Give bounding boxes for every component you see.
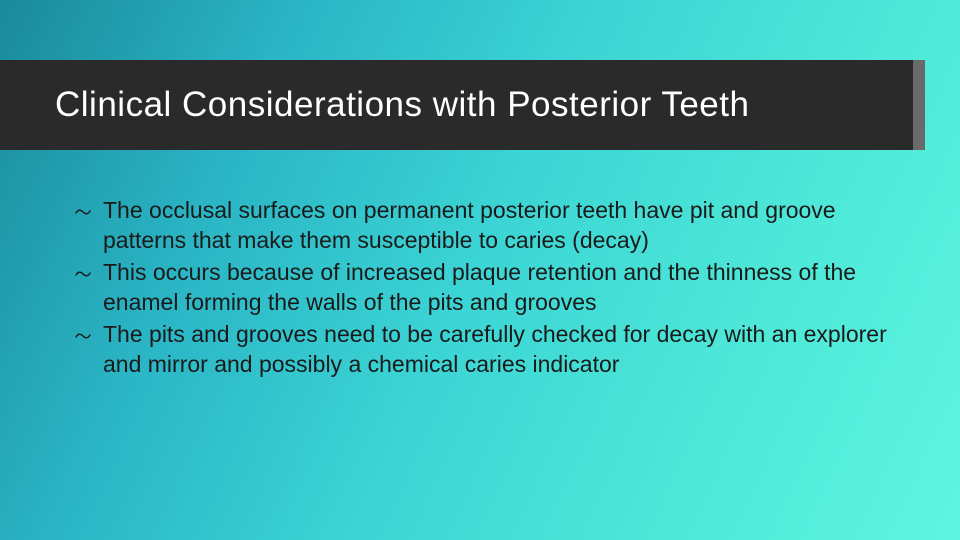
bullet-text: The pits and grooves need to be carefull… bbox=[103, 319, 895, 379]
list-item: This occurs because of increased plaque … bbox=[75, 257, 895, 317]
bullet-icon bbox=[75, 195, 103, 227]
list-item: The occlusal surfaces on permanent poste… bbox=[75, 195, 895, 255]
bullet-text: The occlusal surfaces on permanent poste… bbox=[103, 195, 895, 255]
bullet-icon bbox=[75, 257, 103, 289]
slide-title: Clinical Considerations with Posterior T… bbox=[55, 85, 749, 125]
bullet-text: This occurs because of increased plaque … bbox=[103, 257, 895, 317]
slide-body: The occlusal surfaces on permanent poste… bbox=[75, 195, 895, 381]
title-bar: Clinical Considerations with Posterior T… bbox=[0, 60, 925, 150]
bullet-icon bbox=[75, 319, 103, 351]
list-item: The pits and grooves need to be carefull… bbox=[75, 319, 895, 379]
